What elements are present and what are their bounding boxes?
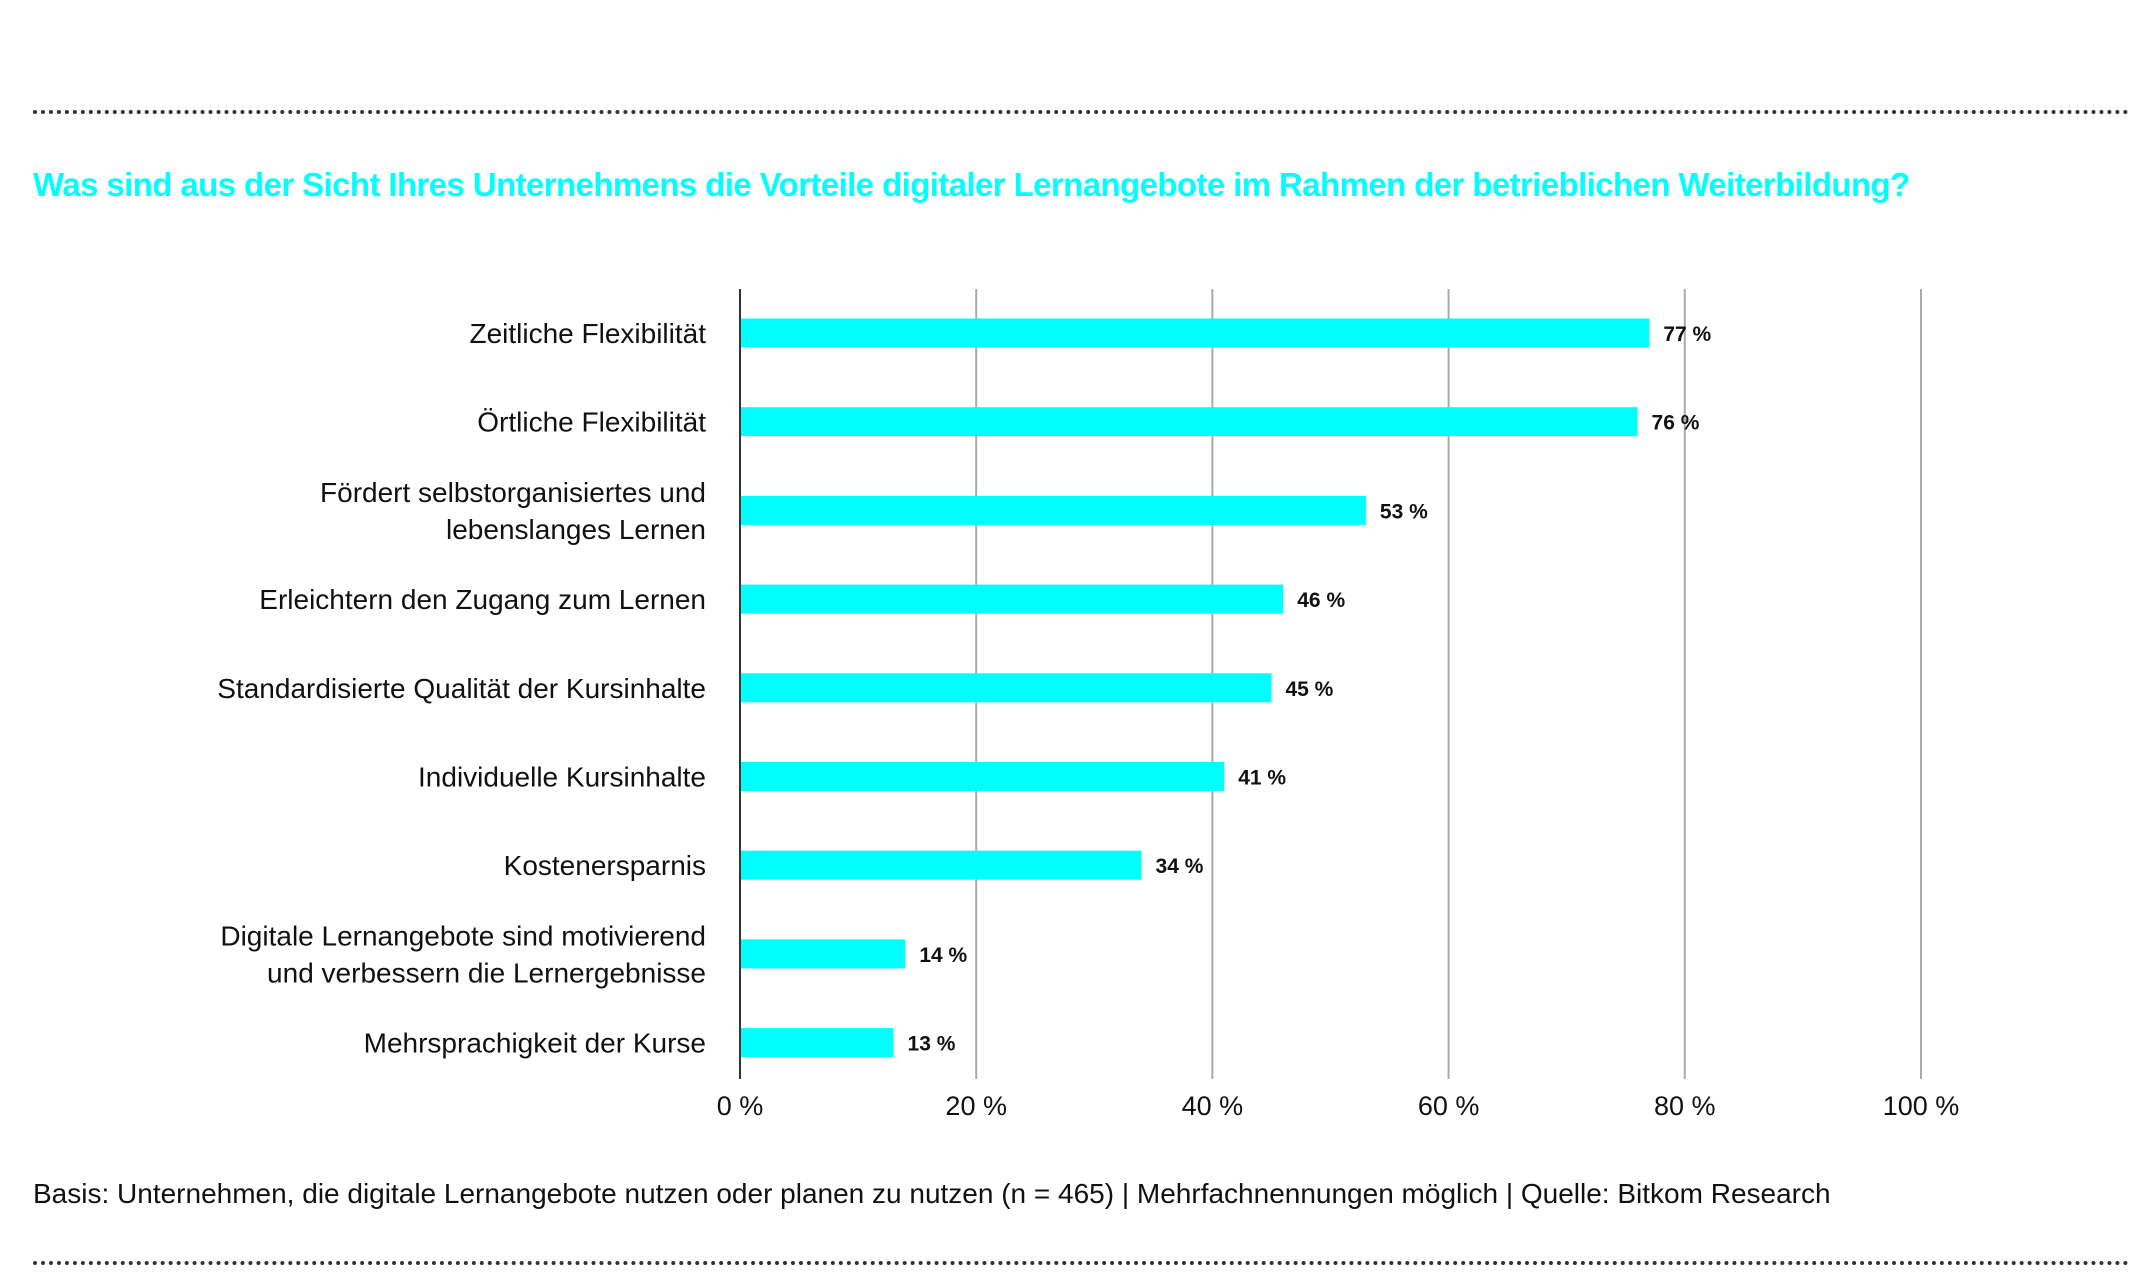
data-label: 34 %	[1156, 855, 1204, 878]
category-label: Digitale Lernangebote sind motivierend	[220, 920, 706, 951]
category-label: Standardisierte Qualität der Kursinhalte	[217, 673, 706, 704]
category-label: lebenslanges Lernen	[446, 514, 706, 545]
x-tick-label: 80 %	[1654, 1091, 1716, 1121]
category-label: Zeitliche Flexibilität	[469, 318, 706, 349]
bar	[741, 584, 1284, 614]
bottom-dotted-divider	[33, 1261, 2130, 1265]
bar	[741, 939, 906, 969]
category-label: Kostenersparnis	[504, 850, 706, 881]
x-tick-label: 100 %	[1883, 1091, 1960, 1121]
category-label: Individuelle Kursinhalte	[418, 762, 706, 793]
bar	[741, 495, 1366, 525]
data-label: 46 %	[1297, 589, 1345, 612]
category-label: und verbessern die Lernergebnisse	[267, 957, 706, 988]
x-tick-label: 20 %	[945, 1091, 1007, 1121]
bar	[741, 407, 1638, 437]
category-label: Erleichtern den Zugang zum Lernen	[259, 584, 706, 615]
bar	[741, 318, 1650, 348]
data-label: 76 %	[1652, 412, 1700, 435]
x-tick-label: 40 %	[1182, 1091, 1244, 1121]
chart-title: Was sind aus der Sicht Ihres Unternehmen…	[33, 166, 1910, 203]
source-footnote: Basis: Unternehmen, die digitale Lernang…	[33, 1178, 1831, 1209]
data-label: 53 %	[1380, 500, 1428, 523]
data-label: 14 %	[919, 944, 967, 967]
top-dotted-divider	[33, 110, 2130, 114]
bar	[741, 1028, 894, 1058]
x-tick-label: 60 %	[1418, 1091, 1480, 1121]
data-label: 41 %	[1238, 767, 1286, 790]
data-label: 13 %	[908, 1033, 956, 1056]
bar	[741, 673, 1272, 703]
data-label: 77 %	[1663, 323, 1711, 346]
category-label: Mehrsprachigkeit der Kurse	[364, 1028, 706, 1059]
category-label: Örtliche Flexibilität	[477, 407, 706, 438]
x-tick-label: 0 %	[717, 1091, 764, 1121]
category-label: Fördert selbstorganisiertes und	[320, 477, 706, 508]
bar	[741, 762, 1225, 791]
data-label: 45 %	[1285, 678, 1333, 701]
bar	[741, 850, 1142, 880]
